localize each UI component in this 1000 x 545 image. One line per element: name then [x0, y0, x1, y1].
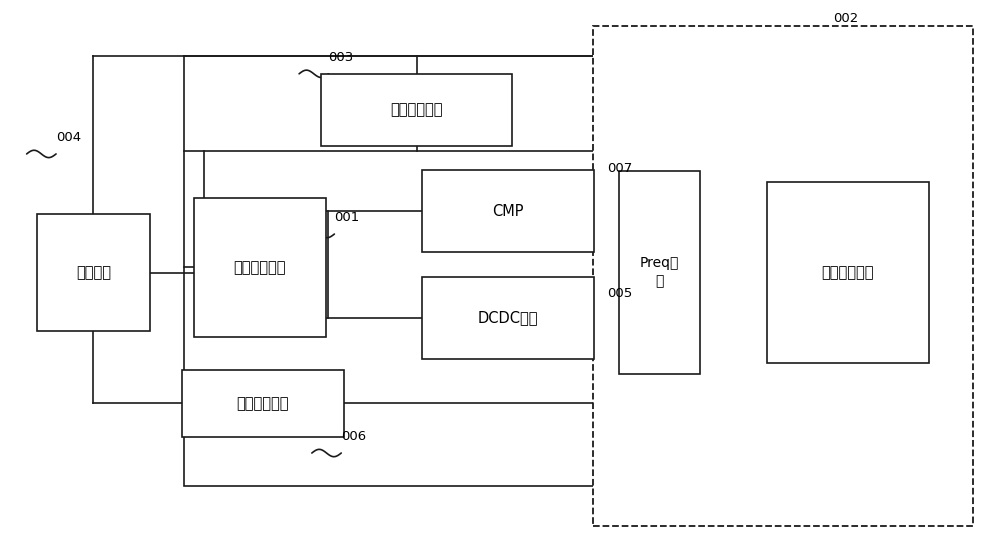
Text: 001: 001 — [334, 211, 360, 225]
Text: 能量回收模块: 能量回收模块 — [237, 396, 289, 411]
Text: 006: 006 — [341, 431, 366, 444]
Text: 005: 005 — [607, 287, 632, 300]
Text: 负载模块: 负载模块 — [76, 265, 111, 280]
Text: 动力电池单元: 动力电池单元 — [822, 265, 874, 280]
Text: 004: 004 — [56, 131, 81, 144]
Text: 动力控制模块: 动力控制模块 — [390, 102, 443, 117]
Bar — [619, 171, 700, 374]
Bar — [37, 214, 150, 331]
Bar — [184, 56, 701, 486]
Bar — [194, 198, 326, 337]
Text: Preq模
块: Preq模 块 — [640, 256, 679, 289]
Bar — [767, 181, 929, 364]
Text: 003: 003 — [328, 51, 354, 64]
Text: 002: 002 — [833, 12, 858, 25]
Bar — [182, 370, 344, 437]
Bar — [422, 169, 594, 252]
Text: DCDC模块: DCDC模块 — [478, 311, 538, 325]
Text: 007: 007 — [607, 162, 632, 175]
Bar — [593, 26, 973, 526]
Bar — [321, 74, 512, 146]
Text: CMP: CMP — [492, 204, 524, 219]
Text: 燃料电池模块: 燃料电池模块 — [234, 259, 286, 275]
Bar — [422, 276, 594, 359]
